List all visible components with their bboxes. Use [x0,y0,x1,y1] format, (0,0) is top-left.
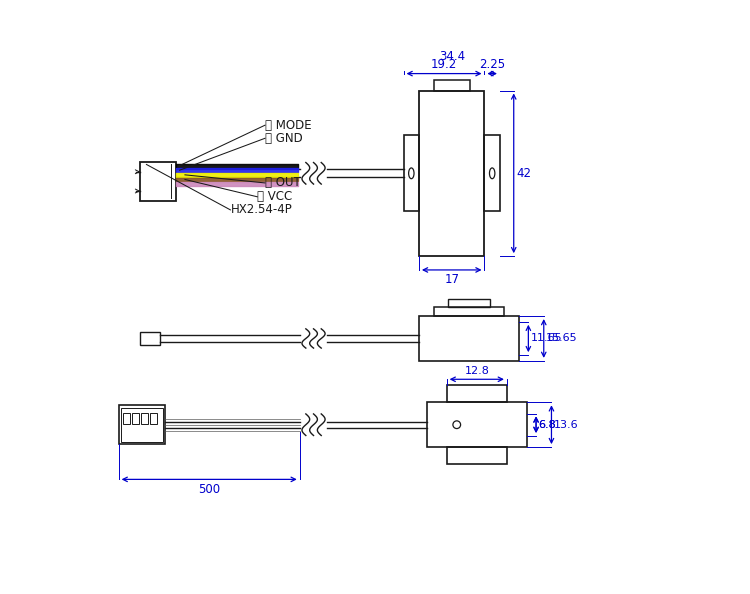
Text: 15.65: 15.65 [546,333,578,343]
Text: 黑 MODE: 黑 MODE [265,119,312,132]
Bar [448,299,490,307]
Bar [121,407,163,442]
Bar [118,406,165,444]
Bar [447,386,507,402]
Bar [484,135,500,211]
Bar [419,316,519,361]
Text: 棕 VCC: 棕 VCC [257,190,292,203]
Bar [434,307,504,316]
Bar [427,402,526,447]
Text: 42: 42 [517,167,532,180]
Text: 34.4: 34.4 [439,50,465,63]
Bar [122,413,130,424]
Bar [433,80,470,90]
Bar [404,135,419,211]
Text: 2.25: 2.25 [479,58,506,71]
Text: 17: 17 [444,273,459,286]
Text: 19.2: 19.2 [431,58,457,71]
Bar [140,162,176,201]
Bar [419,90,484,256]
Text: 11.65: 11.65 [531,333,562,343]
Bar [140,331,160,345]
Bar [132,413,139,424]
Bar [150,413,158,424]
Text: HX2.54-4P: HX2.54-4P [230,203,292,216]
Text: 13.6: 13.6 [554,420,578,429]
Text: 6.8: 6.8 [538,420,556,429]
Text: 12.8: 12.8 [464,366,489,376]
Bar [141,413,148,424]
Text: 500: 500 [198,484,220,496]
Text: 黄 OUT: 黄 OUT [265,176,301,189]
Bar [447,447,507,464]
Text: 6.8: 6.8 [538,420,556,429]
Text: 蓝 GND: 蓝 GND [265,132,303,145]
